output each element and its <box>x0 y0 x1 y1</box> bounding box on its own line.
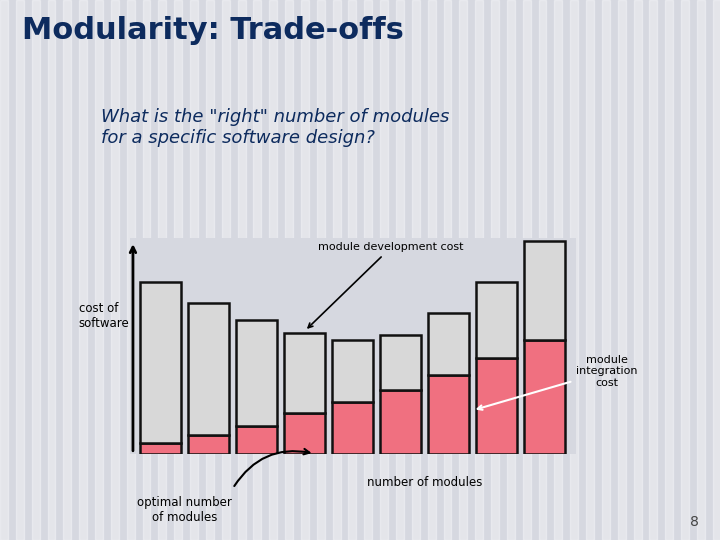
Bar <box>238 0 246 540</box>
Bar <box>570 0 578 540</box>
Bar <box>477 359 517 454</box>
Bar <box>0 0 8 540</box>
Bar <box>396 0 404 540</box>
Bar <box>32 0 40 540</box>
Bar <box>333 340 373 402</box>
Bar <box>649 0 657 540</box>
Bar <box>380 335 421 389</box>
Bar <box>364 0 372 540</box>
Bar <box>428 375 469 454</box>
Bar <box>444 0 451 540</box>
Bar <box>475 0 483 540</box>
Bar <box>507 0 515 540</box>
Bar <box>269 0 277 540</box>
Bar <box>348 0 356 540</box>
Bar <box>236 426 277 454</box>
Bar <box>111 0 119 540</box>
Bar <box>477 281 517 359</box>
Bar <box>333 0 341 540</box>
Text: Modularity: Trade-offs: Modularity: Trade-offs <box>22 16 403 45</box>
Bar <box>697 0 705 540</box>
Bar <box>428 0 436 540</box>
Bar <box>16 0 24 540</box>
Bar <box>140 281 181 443</box>
Bar <box>634 0 642 540</box>
Bar <box>253 0 261 540</box>
Bar <box>554 0 562 540</box>
Bar <box>524 241 565 340</box>
Bar <box>206 0 214 540</box>
Bar <box>189 435 229 454</box>
Bar <box>63 0 71 540</box>
Bar <box>284 333 325 413</box>
Bar <box>48 0 55 540</box>
Bar <box>491 0 499 540</box>
Bar <box>285 0 293 540</box>
Text: module
integration
cost: module integration cost <box>477 355 637 410</box>
Bar <box>140 443 181 454</box>
Bar <box>380 0 388 540</box>
Bar <box>428 313 469 375</box>
Text: optimal number
of modules: optimal number of modules <box>138 496 233 524</box>
Bar <box>143 0 150 540</box>
Bar <box>523 0 531 540</box>
Bar <box>301 0 309 540</box>
Text: module development cost: module development cost <box>308 242 464 328</box>
Bar <box>284 413 325 454</box>
Bar <box>222 0 230 540</box>
Bar <box>79 0 87 540</box>
Bar <box>95 0 103 540</box>
Text: 8: 8 <box>690 515 698 529</box>
Bar <box>333 402 373 454</box>
Bar <box>317 0 325 540</box>
Bar <box>190 0 198 540</box>
Bar <box>412 0 420 540</box>
Text: What is the "right" number of modules
for a specific software design?: What is the "right" number of modules fo… <box>101 108 449 147</box>
Bar <box>586 0 594 540</box>
Text: cost of
software: cost of software <box>79 302 130 330</box>
Bar <box>236 320 277 426</box>
Bar <box>127 0 135 540</box>
Bar <box>602 0 610 540</box>
Bar <box>665 0 673 540</box>
Bar <box>459 0 467 540</box>
Bar <box>681 0 689 540</box>
Bar <box>380 389 421 454</box>
Bar <box>713 0 720 540</box>
Bar <box>174 0 182 540</box>
Bar <box>539 0 546 540</box>
Bar <box>158 0 166 540</box>
Bar <box>524 340 565 454</box>
Bar <box>189 303 229 435</box>
Bar <box>618 0 626 540</box>
Text: number of modules: number of modules <box>367 476 482 489</box>
